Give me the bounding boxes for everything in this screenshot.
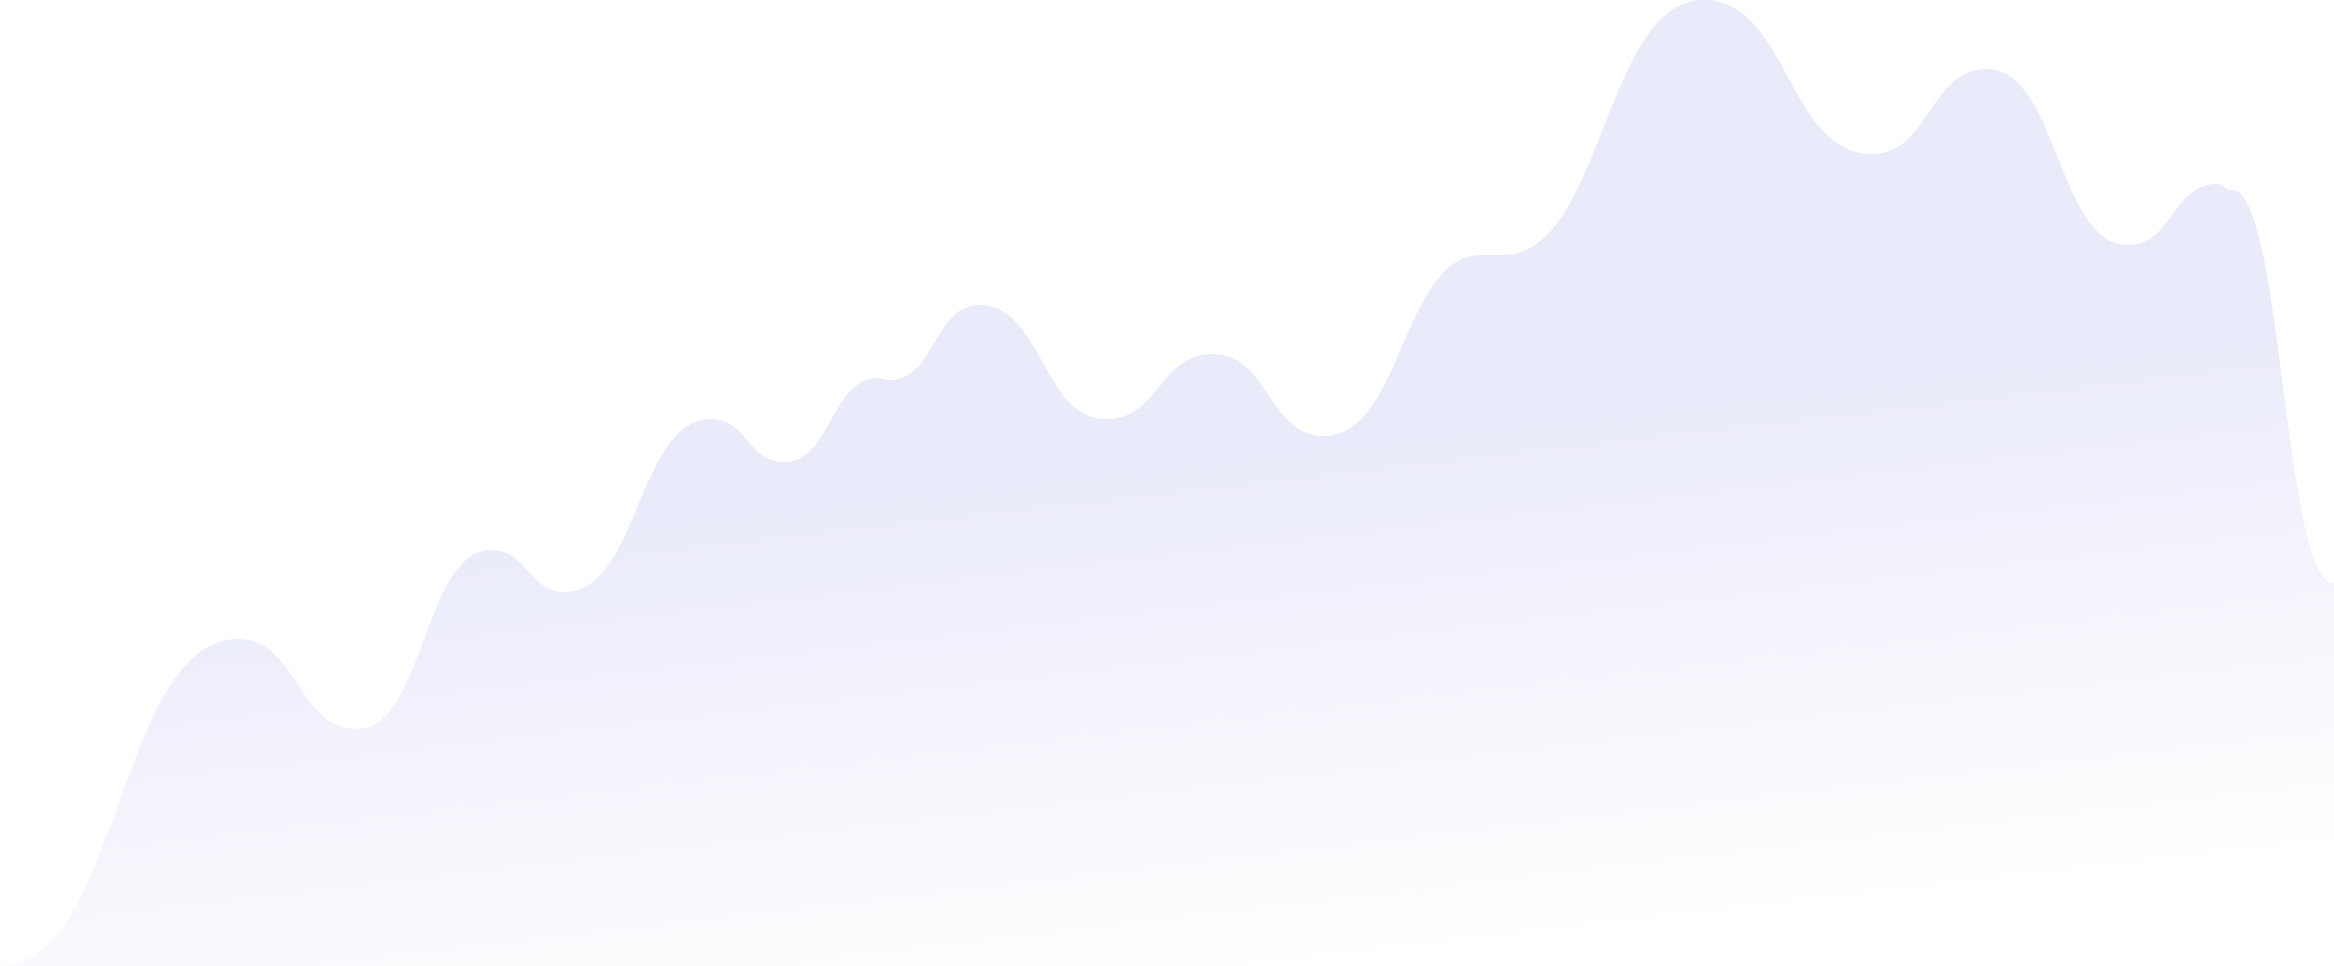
- wave-area: [0, 0, 2334, 966]
- decorative-wave-shape: [0, 0, 2334, 966]
